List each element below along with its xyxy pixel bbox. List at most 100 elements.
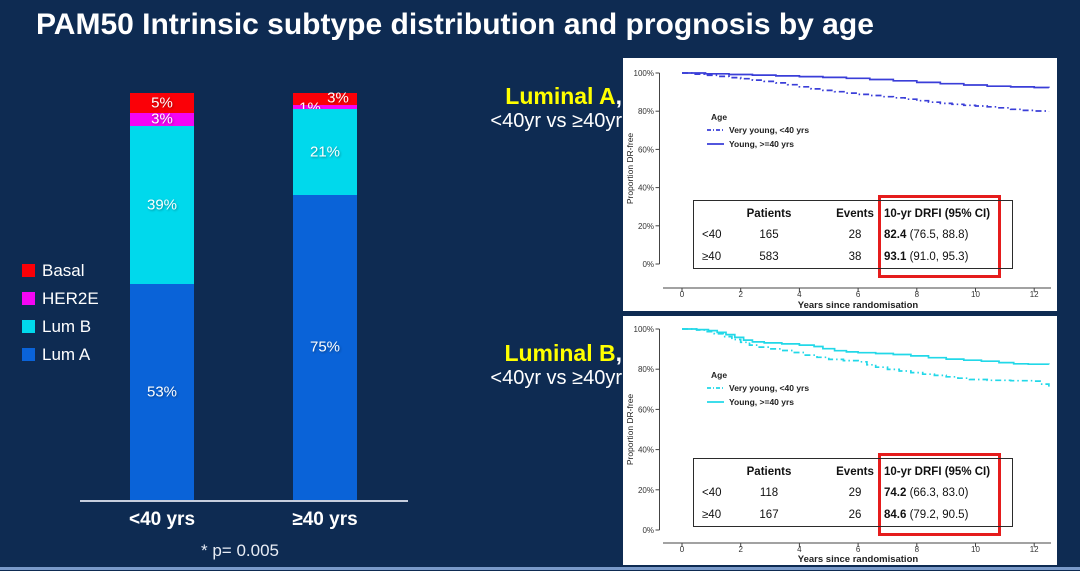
svg-text:Age: Age [711, 370, 727, 380]
km-curve-very-young [682, 72, 1050, 112]
svg-text:40%: 40% [638, 184, 654, 193]
legend-label: HER2E [42, 288, 99, 308]
svg-text:20%: 20% [638, 486, 654, 495]
bar-segment-basal: 5% [130, 93, 194, 114]
svg-text:12: 12 [1030, 545, 1039, 554]
bar-segment-luma: 75% [293, 194, 357, 500]
bar-segment-label: 75% [309, 338, 341, 356]
bottom-edge-strip [0, 567, 1080, 570]
bar-segment-label: 53% [146, 383, 178, 401]
svg-text:80%: 80% [638, 107, 654, 116]
km-table-header: Patients Events 10-yr DRFI (95% CI) [746, 208, 991, 220]
lumb-swatch-icon [22, 320, 35, 333]
svg-text:8: 8 [915, 545, 920, 554]
bar-segment-her2e: 3% [130, 110, 194, 128]
svg-text:2: 2 [738, 290, 743, 299]
km-plot: 0% 20% 40% 60% 80% 100% 0 2 4 6 8 10 12 Proportion DR… [625, 325, 1051, 565]
drfi-highlight-box [878, 453, 1001, 536]
heading-subtitle: <40yr vs ≥40yr [490, 367, 622, 390]
svg-text:10: 10 [971, 545, 980, 554]
basal-swatch-icon [22, 264, 35, 277]
km-xlabel: Years since randomisation [798, 300, 919, 311]
svg-text:Age: Age [711, 112, 727, 122]
km-panel-luminal-a: 0% 20% 40% 60% 80% 100% 0 2 4 6 8 10 12 Proportion DR… [623, 58, 1057, 311]
svg-text:60%: 60% [638, 405, 654, 414]
km-ylabel: Proportion DR-free [625, 133, 635, 205]
bar-segment-label: 3% [151, 110, 173, 128]
svg-text:100%: 100% [634, 325, 654, 334]
svg-text:8: 8 [915, 290, 920, 299]
bar-segment-luma: 53% [130, 284, 194, 500]
km-tick-labels: 0% 20% 40% 60% 80% 100% 0 2 4 6 8 10 12 [634, 325, 1040, 554]
legend-item-luma: Lum A [22, 344, 99, 364]
svg-text:Young, >=40 yrs: Young, >=40 yrs [729, 397, 794, 407]
svg-text:60%: 60% [638, 145, 654, 154]
km-table-row: ≥40 167 26 84.6 (79.2, 90.5) [702, 509, 969, 521]
svg-text:0%: 0% [642, 526, 654, 535]
km-table-row: <40 118 29 74.2 (66.3, 83.0) [702, 487, 969, 499]
pvalue-footnote: * p= 0.005 [201, 541, 279, 560]
legend-label: Lum A [42, 344, 91, 364]
bar-segment-label: 3% [327, 89, 349, 107]
km-plot: 0% 20% 40% 60% 80% 100% 0 2 4 6 8 10 12 Proportion DR… [625, 69, 1051, 311]
heading-luminal-b: Luminal B, <40yr vs ≥40yr [302, 340, 622, 390]
bar-category-under40: <40 yrs [128, 509, 196, 530]
km-ylabel: Proportion DR-free [625, 394, 635, 466]
heading-subtitle: <40yr vs ≥40yr [490, 110, 622, 133]
svg-text:0: 0 [680, 545, 685, 554]
svg-text:10: 10 [971, 290, 980, 299]
km-xlabel: Years since randomisation [798, 554, 919, 565]
svg-text:4: 4 [797, 290, 802, 299]
svg-text:20%: 20% [638, 222, 654, 231]
km-table-header: Patients Events 10-yr DRFI (95% CI) [746, 466, 991, 478]
svg-text:100%: 100% [634, 69, 654, 78]
km-tick-labels: 0% 20% 40% 60% 80% 100% 0 2 4 6 8 10 12 [634, 69, 1040, 299]
bar-x-axis [80, 500, 408, 502]
km-axes [655, 328, 1051, 547]
svg-text:Very young, <40 yrs: Very young, <40 yrs [729, 383, 809, 393]
km-table-border [693, 458, 1013, 527]
legend-item-her2e: HER2E [22, 288, 99, 308]
svg-text:6: 6 [856, 290, 861, 299]
km-curve-young [682, 328, 1050, 366]
bar-segment-basal: 3% [293, 89, 357, 107]
page-title: PAM50 Intrinsic subtype distribution and… [36, 8, 874, 41]
legend-item-lumb: Lum B [22, 316, 99, 336]
svg-text:Very young, <40 yrs: Very young, <40 yrs [729, 125, 809, 135]
svg-text:Young, >=40 yrs: Young, >=40 yrs [729, 139, 794, 149]
km-curve-very-young [682, 328, 1050, 389]
heading-title: Luminal A, [505, 83, 622, 109]
drfi-highlight-box [878, 195, 1001, 278]
svg-text:2: 2 [738, 545, 743, 554]
legend-item-basal: Basal [22, 260, 99, 280]
bar-category-over40: ≥40 yrs [292, 509, 358, 530]
svg-text:0: 0 [680, 290, 685, 299]
svg-text:4: 4 [797, 545, 802, 554]
bar-segment-lumb: 21% [293, 109, 357, 195]
bar-segment-label: 21% [309, 143, 341, 161]
km-table-row: ≥40 583 38 93.1 (91.0, 95.3) [702, 251, 969, 263]
km-axes [655, 72, 1051, 292]
svg-text:80%: 80% [638, 365, 654, 374]
svg-text:40%: 40% [638, 446, 654, 455]
bar-chart-legend: Basal HER2E Lum B Lum A [22, 260, 99, 374]
heading-title: Luminal B, [504, 340, 622, 366]
legend-label: Basal [42, 260, 85, 280]
heading-luminal-a: Luminal A, <40yr vs ≥40yr [302, 83, 622, 133]
km-table-row: <40 165 28 82.4 (76.5, 88.8) [702, 229, 969, 241]
km-curve-young [682, 72, 1050, 89]
her2e-swatch-icon [22, 292, 35, 305]
svg-text:6: 6 [856, 545, 861, 554]
bar-segment-label: 39% [146, 196, 178, 214]
km-table-border [693, 200, 1013, 269]
luma-swatch-icon [22, 348, 35, 361]
bar-segment-lumb: 39% [130, 125, 194, 285]
svg-text:0%: 0% [642, 260, 654, 269]
svg-text:12: 12 [1030, 290, 1039, 299]
bar-segment-label: 5% [151, 94, 173, 112]
legend-label: Lum B [42, 316, 92, 336]
km-panel-luminal-b: 0% 20% 40% 60% 80% 100% 0 2 4 6 8 10 12 Proportion DR… [623, 316, 1057, 565]
